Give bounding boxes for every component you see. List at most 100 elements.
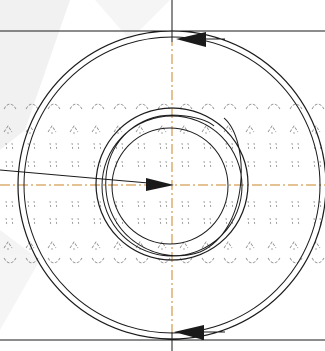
field-mark (159, 142, 168, 152)
field-mark (291, 200, 300, 210)
field-mark (27, 200, 36, 210)
field-mark (113, 125, 123, 134)
field-mark (5, 160, 14, 170)
field-mark (159, 217, 168, 227)
field-mark (69, 103, 83, 110)
field-mark (113, 257, 127, 264)
field-mark (137, 200, 146, 210)
bottom-direction-arrow (174, 325, 204, 340)
field-mark (49, 142, 58, 152)
field-mark (247, 160, 256, 170)
field-mark (157, 125, 167, 134)
field-mark (245, 257, 259, 264)
field-mark (93, 160, 102, 170)
field-mark (225, 160, 234, 170)
top-direction-arrow (176, 32, 206, 47)
field-mark (201, 103, 215, 110)
field-mark (291, 160, 300, 170)
field-mark (93, 217, 102, 227)
field-mark (223, 257, 237, 264)
field-mark (137, 217, 146, 227)
field-mark (179, 125, 189, 134)
inner-spiral-rings (105, 114, 242, 257)
field-mark (179, 103, 193, 110)
field-mark (47, 241, 57, 250)
field-mark (313, 217, 322, 227)
field-mark (269, 160, 278, 170)
field-mark (47, 125, 57, 134)
field-mark (71, 217, 80, 227)
field-mark (267, 125, 277, 134)
field-mark (267, 103, 281, 110)
field-mark (5, 142, 14, 152)
field-mark (69, 241, 79, 250)
field-mark (289, 125, 299, 134)
middle-ring (95, 107, 249, 261)
field-mark (135, 103, 149, 110)
field-mark (201, 257, 215, 264)
field-mark (159, 160, 168, 170)
field-mark (247, 217, 256, 227)
field-mark (93, 200, 102, 210)
field-mark (3, 257, 17, 264)
field-mark (91, 257, 105, 264)
field-mark (267, 241, 277, 250)
field-mark (159, 200, 168, 210)
field-mark (91, 241, 101, 250)
field-mark (289, 241, 299, 250)
field-mark (3, 241, 13, 250)
field-mark (201, 125, 211, 134)
field-mark (113, 241, 123, 250)
field-mark (223, 103, 237, 110)
field-mark (181, 142, 190, 152)
field-mark (269, 217, 278, 227)
field-mark (203, 200, 212, 210)
field-mark (5, 200, 14, 210)
field-mark (289, 103, 303, 110)
field-mark (291, 217, 300, 227)
outer-ring-inner-edge (23, 36, 321, 334)
field-mark (311, 103, 325, 110)
field-mark (247, 200, 256, 210)
field-mark (91, 103, 105, 110)
field-mark (47, 103, 61, 110)
field-mark (69, 257, 83, 264)
field-mark (313, 160, 322, 170)
field-mark (27, 160, 36, 170)
field-mark (225, 142, 234, 152)
magnetic-field-hatch-band (3, 103, 325, 264)
field-mark (311, 257, 325, 264)
field-mark (49, 217, 58, 227)
field-mark (5, 217, 14, 227)
field-mark (245, 103, 259, 110)
field-mark (49, 160, 58, 170)
field-mark (203, 160, 212, 170)
field-mark (267, 257, 281, 264)
field-mark (69, 125, 79, 134)
field-mark (135, 257, 149, 264)
field-mark (3, 103, 17, 110)
inner-ring (111, 127, 229, 245)
field-mark (25, 241, 35, 250)
field-mark (181, 200, 190, 210)
field-mark (49, 200, 58, 210)
field-mark (291, 142, 300, 152)
field-mark (137, 142, 146, 152)
field-mark (3, 125, 13, 134)
radius-vector-arrow (146, 178, 174, 191)
field-mark (113, 103, 127, 110)
field-mark (135, 125, 145, 134)
field-mark (115, 200, 124, 210)
outer-ring (17, 30, 325, 340)
field-mark (245, 241, 255, 250)
field-mark (115, 160, 124, 170)
field-mark (137, 160, 146, 170)
field-mark (289, 257, 303, 264)
radius-vector-line (0, 169, 161, 185)
field-mark (203, 217, 212, 227)
field-mark (245, 125, 255, 134)
field-mark (71, 200, 80, 210)
field-mark (269, 200, 278, 210)
